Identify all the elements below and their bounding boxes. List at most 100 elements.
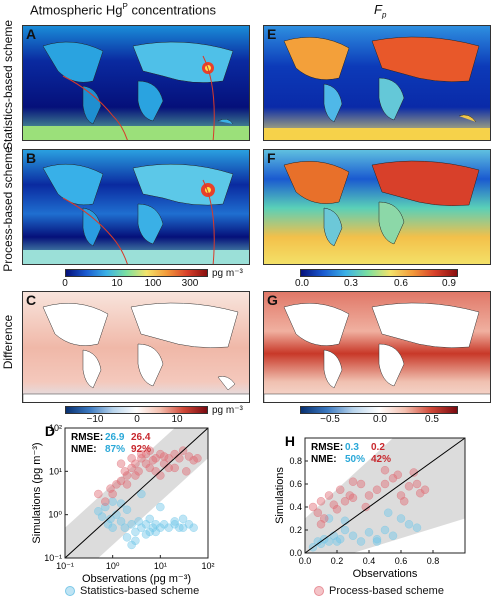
nme-process: 92% <box>131 444 151 455</box>
nme-label: NME: <box>311 454 337 465</box>
point-process <box>308 502 318 512</box>
point-process <box>404 482 414 491</box>
diff-fp-tick-0: −0.5 <box>320 414 340 425</box>
point-process <box>335 485 345 494</box>
point-process <box>316 520 326 529</box>
point-process <box>388 474 398 483</box>
rmse-label: RMSE: <box>71 432 103 443</box>
point-statistics <box>332 537 342 546</box>
x-tick-label: 10⁰ <box>106 561 120 571</box>
point-process <box>393 470 403 480</box>
point-statistics <box>120 523 130 532</box>
point-statistics <box>372 534 382 544</box>
x-tick-label: 0.6 <box>395 556 408 566</box>
point-statistics <box>131 527 140 537</box>
point-statistics <box>412 523 422 532</box>
point-statistics <box>170 517 179 526</box>
panel-label-e: E <box>267 26 277 42</box>
point-process <box>412 479 422 489</box>
point-process <box>348 477 358 486</box>
map-panel-c: C <box>22 291 250 403</box>
point-process <box>380 479 390 489</box>
point-process <box>94 489 103 499</box>
point-statistics <box>170 520 179 529</box>
conc-tick-0: 0 <box>62 278 68 289</box>
point-statistics <box>145 514 155 524</box>
y-tick-label: 0.0 <box>289 548 302 558</box>
nme-statistics: 87% <box>105 444 125 455</box>
point-process <box>316 497 326 506</box>
rmse-label: RMSE: <box>311 442 343 453</box>
point-statistics <box>122 533 132 542</box>
map-panel-a: A <box>22 25 250 141</box>
map-panel-b: B <box>22 149 250 265</box>
map-panel-f: F <box>263 149 491 265</box>
y-tick-label: 0.4 <box>289 502 302 512</box>
point-process <box>122 471 132 480</box>
point-statistics <box>103 520 113 529</box>
rmse-process: 0.2 <box>371 442 385 453</box>
point-statistics <box>151 520 160 529</box>
y-axis-label: Simulations (pg m⁻³) <box>31 442 43 543</box>
point-process <box>164 454 173 463</box>
diff-conc-tick-0: −10 <box>86 414 104 425</box>
point-process <box>106 484 115 493</box>
legend-dot-process <box>314 586 324 597</box>
point-statistics <box>364 528 374 537</box>
diff-conc-tick-2: 10 <box>171 414 183 425</box>
x-tick-label: 0.8 <box>427 556 440 566</box>
panel-label-f: F <box>267 150 276 166</box>
map-b-graphic <box>23 150 249 264</box>
point-statistics <box>97 512 107 521</box>
point-statistics <box>340 525 350 535</box>
panel-label-a: A <box>26 26 37 42</box>
point-process <box>380 465 390 475</box>
x-tick-label: 0.2 <box>331 556 344 566</box>
x-tick-label: 10² <box>201 561 214 571</box>
x-tick-label: 0.4 <box>363 556 376 566</box>
point-process <box>120 467 130 476</box>
point-statistics <box>356 537 366 546</box>
point-statistics <box>380 525 390 535</box>
point-process <box>156 471 165 480</box>
point-process <box>364 491 374 500</box>
colorbar-diff-fp <box>300 406 458 414</box>
diff-fp-tick-2: 0.5 <box>425 414 439 425</box>
conc-tick-2: 100 <box>144 278 162 289</box>
fp-tick-1: 0.3 <box>344 278 358 289</box>
y-tick-label: 0.2 <box>289 525 302 535</box>
row-label-process: Process-based scheme <box>1 146 15 272</box>
point-process <box>141 449 151 459</box>
point-statistics <box>159 520 169 529</box>
title-superscript: P <box>122 2 128 11</box>
map-g-graphic <box>264 292 490 402</box>
diff-fp-tick-1: 0.0 <box>373 414 387 425</box>
point-statistics <box>156 502 165 512</box>
panel-letter: H <box>285 433 295 449</box>
y-tick-label: 0.6 <box>289 479 302 489</box>
y-tick-label: 10⁰ <box>48 510 62 520</box>
point-process <box>345 491 355 500</box>
point-process <box>101 497 110 506</box>
fp-subscript: p <box>381 10 387 20</box>
row-label-difference: Difference <box>1 314 15 370</box>
point-statistics <box>127 540 136 550</box>
y-tick-label: 10¹ <box>49 466 62 476</box>
fp-tick-3: 0.9 <box>442 278 456 289</box>
point-process <box>175 454 184 463</box>
point-process <box>182 467 191 476</box>
point-statistics <box>383 508 393 517</box>
point-statistics <box>372 537 382 546</box>
x-axis-label: Observations <box>353 568 418 580</box>
map-f-graphic <box>264 150 490 264</box>
point-statistics <box>388 531 398 540</box>
point-process <box>340 497 350 506</box>
one-to-one-line <box>64 427 209 559</box>
legend-label-statistics: Statistics-based scheme <box>80 585 200 597</box>
point-statistics <box>324 514 334 523</box>
point-process <box>356 479 366 489</box>
row-label-statistics: Statistics-based scheme <box>1 19 15 151</box>
point-process <box>159 452 169 461</box>
y-tick-label: 10⁻¹ <box>44 553 62 563</box>
plot-frame <box>64 427 209 559</box>
